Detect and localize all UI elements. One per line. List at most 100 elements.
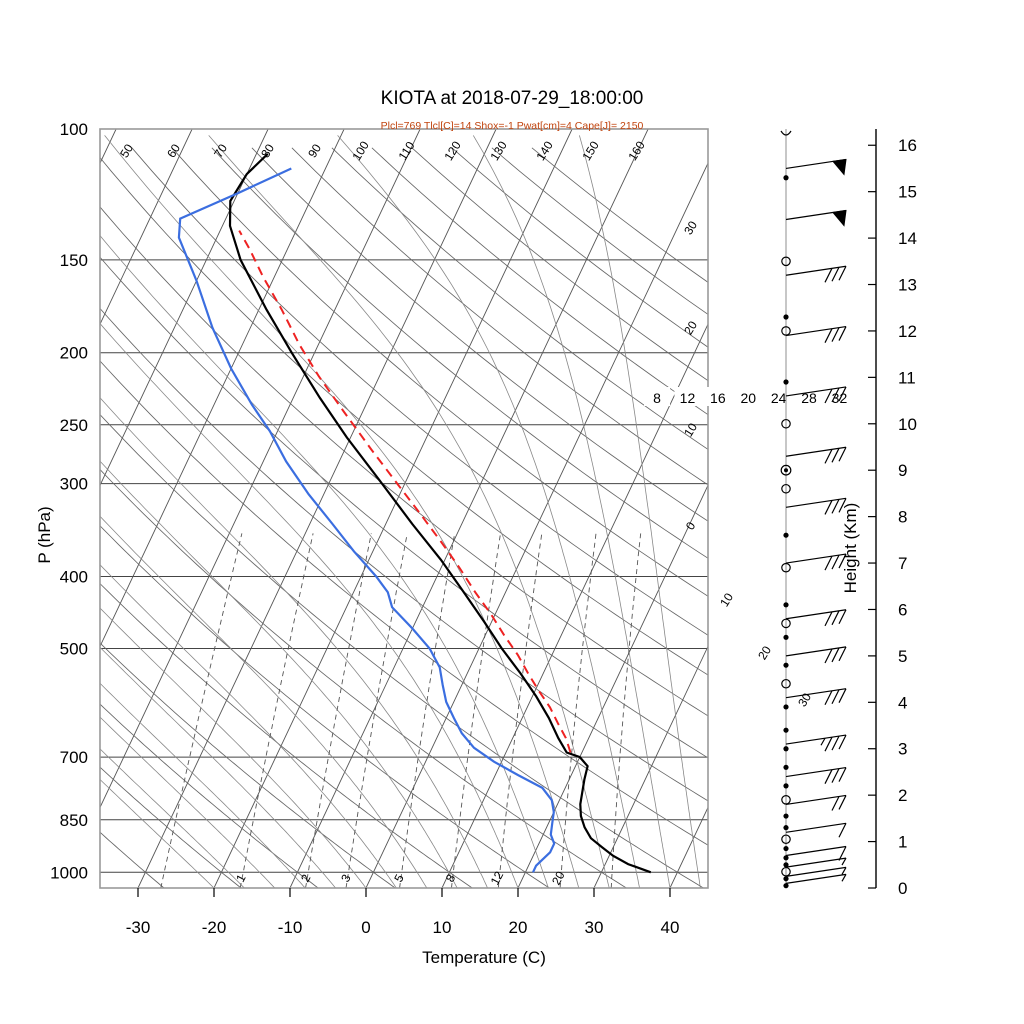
temperature-axis-title: Temperature (C)	[422, 948, 546, 967]
dry-adiabat-line	[100, 525, 550, 888]
dry-adiabat-line	[100, 703, 319, 888]
dry-adiabat-line	[100, 468, 627, 888]
wind-barb-full	[838, 795, 847, 810]
wind-barb-shaft	[785, 766, 847, 778]
moist-adiabat-line	[100, 515, 428, 888]
wind-barb-half	[820, 737, 826, 746]
wind-barb-half	[841, 874, 847, 882]
moist-adiabat-line	[100, 646, 336, 888]
wind-barb-full	[838, 265, 847, 281]
dry-adiabat-line	[100, 413, 704, 888]
wind-top-glyph	[780, 130, 792, 136]
wind-marker-dot	[783, 175, 789, 181]
isotherm-line	[100, 129, 421, 809]
wind-barb-full	[824, 500, 833, 515]
wind-marker-circle	[781, 483, 791, 494]
moist-adiabat-line	[100, 460, 458, 888]
wind-barb-full	[831, 267, 840, 282]
isotherm-diagonal-label: 24	[771, 390, 787, 406]
moist-adiabat-line	[100, 234, 549, 888]
height-tick-label: 10	[898, 415, 917, 434]
moist-adiabat-line	[100, 397, 488, 888]
wind-barb-full	[831, 647, 840, 663]
height-tick-label: 5	[898, 647, 907, 666]
height-tick-label: 3	[898, 740, 907, 759]
moist-adiabat-line	[100, 607, 367, 888]
moist-adiabat-right-label: 30	[795, 690, 814, 709]
dry-adiabat-line	[291, 147, 708, 486]
wind-marker-circle	[781, 562, 791, 573]
wind-barb-full	[831, 796, 840, 811]
wind-barb-full	[838, 447, 847, 462]
sounding-curve-dewpoint	[177, 167, 556, 873]
isotherm-diagonal-label: 28	[801, 390, 817, 406]
dry-adiabat-line	[491, 147, 708, 315]
dry-adiabat-line	[451, 147, 708, 348]
pressure-tick-label: 700	[60, 748, 88, 767]
wind-marker-dot	[783, 883, 789, 889]
isotherm-right-label: 30	[681, 218, 700, 237]
wind-marker-dot	[783, 876, 789, 882]
dry-adiabat-line	[411, 147, 708, 382]
height-tick-label: 6	[898, 600, 907, 619]
wind-barb-shaft	[785, 386, 847, 397]
height-tick-label: 8	[898, 508, 907, 527]
dry-adiabat-line	[100, 256, 708, 759]
wind-marker-dot	[783, 727, 789, 733]
isotherm-line	[593, 645, 708, 888]
dry-adiabat-line	[100, 642, 396, 888]
moist-adiabat-line	[104, 135, 580, 888]
moist-adiabat-line	[579, 135, 701, 888]
pressure-tick-label: 100	[60, 120, 88, 139]
height-tick-label: 16	[898, 136, 917, 155]
moist-adiabat-line	[100, 778, 215, 888]
wind-barb-full	[831, 387, 840, 403]
dry-adiabat-label: 160	[625, 138, 648, 163]
wind-barb-full	[838, 386, 847, 402]
wind-marker-circle	[781, 418, 791, 429]
label-bg	[704, 387, 731, 406]
wind-barb-half	[841, 857, 847, 866]
isotherm-right-label: 20	[681, 318, 700, 337]
wind-barb-shaft	[785, 609, 847, 620]
wind-barb-full	[838, 688, 847, 703]
label-bg	[674, 387, 701, 406]
wind-barb-full	[831, 735, 840, 751]
label-bg	[735, 387, 762, 406]
mixing-ratio-label: 1	[233, 872, 249, 885]
dry-adiabat-line	[171, 147, 708, 597]
wind-barb-full	[831, 689, 840, 704]
isotherm-line	[365, 162, 708, 888]
wind-barb-shaft	[785, 822, 847, 833]
wind-barb-shaft	[785, 688, 847, 699]
wind-barb-shaft	[785, 845, 847, 857]
wind-marker-dot	[783, 314, 789, 320]
wind-barb-pennant	[832, 209, 847, 227]
dry-adiabat-line	[100, 831, 165, 888]
dry-adiabat-line	[331, 147, 708, 450]
wind-marker-dot	[783, 746, 789, 752]
wind-barb-shaft	[785, 497, 847, 508]
moist-adiabat-line	[100, 682, 306, 888]
wind-barb-full	[831, 768, 840, 783]
wind-marker-dot	[783, 662, 789, 668]
wind-barb-shaft	[785, 794, 847, 806]
pressure-tick-label: 300	[60, 475, 88, 494]
wind-barb-full	[831, 499, 840, 514]
moist-adiabat-line	[100, 322, 519, 888]
wind-barb-full	[838, 553, 847, 569]
dry-adiabat-label: 100	[349, 138, 372, 163]
wind-marker-dot	[783, 379, 789, 385]
wind-marker-dot	[783, 813, 789, 819]
dry-adiabat-label: 50	[117, 141, 136, 160]
sounding-curve-parcel	[238, 230, 572, 753]
dry-adiabat-line	[531, 147, 708, 283]
moist-adiabat-line	[337, 135, 640, 888]
wind-barb-full	[824, 555, 833, 571]
wind-barb-full	[824, 449, 833, 464]
dry-adiabat-line	[100, 766, 242, 888]
dry-adiabat-line	[100, 206, 708, 717]
height-tick-label: 15	[898, 183, 917, 202]
mixing-ratio-line	[305, 533, 372, 888]
